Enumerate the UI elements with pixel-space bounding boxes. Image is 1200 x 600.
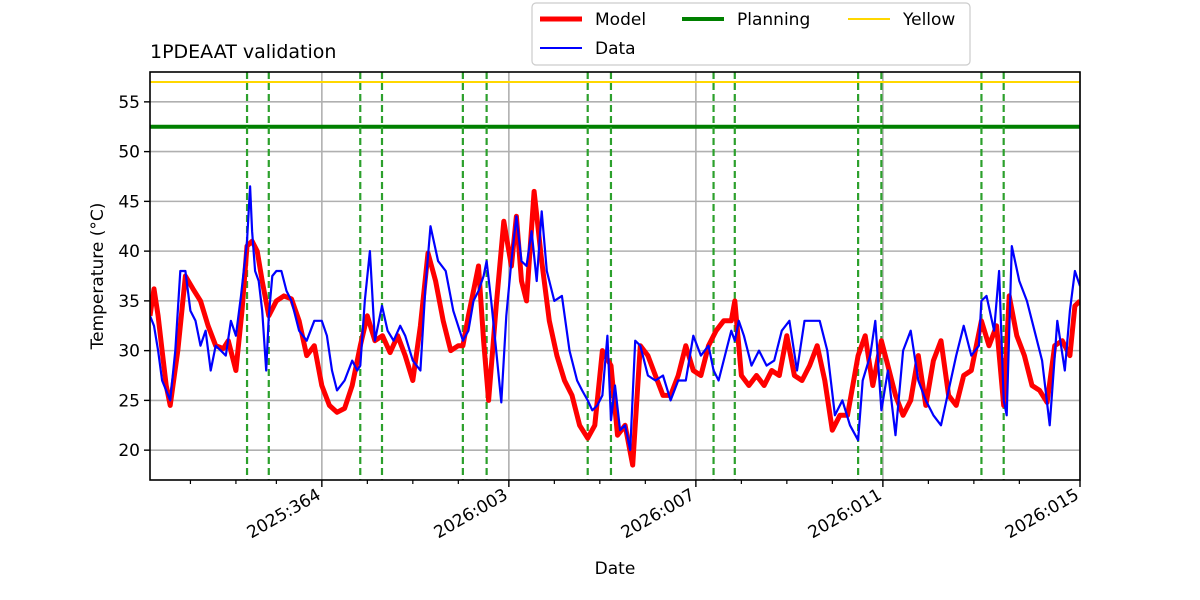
legend: Model Planning Yellow Data	[531, 2, 971, 66]
y-tick-label: 55	[118, 93, 140, 113]
y-tick-label: 45	[118, 192, 140, 212]
series-line-data	[150, 185, 1080, 452]
y-tick-label: 35	[118, 292, 140, 312]
y-tick-label: 25	[118, 391, 140, 411]
axes-frame	[149, 71, 1081, 481]
series-line-model	[150, 188, 1080, 468]
y-tick-label: 20	[118, 441, 140, 461]
legend-label-data: Data	[595, 39, 636, 59]
y-tick-label: 30	[118, 342, 140, 362]
chart-title: 1PDEAAT validation	[150, 41, 336, 63]
legend-label-model: Model	[595, 10, 646, 30]
legend-label-yellow: Yellow	[902, 10, 955, 30]
y-tick-label: 50	[118, 143, 140, 163]
y-tick-label: 40	[118, 242, 140, 262]
legend-label-planning: Planning	[737, 10, 810, 30]
y-axis-label: Temperature (°C)	[88, 203, 108, 351]
x-axis-label: Date	[595, 559, 636, 579]
